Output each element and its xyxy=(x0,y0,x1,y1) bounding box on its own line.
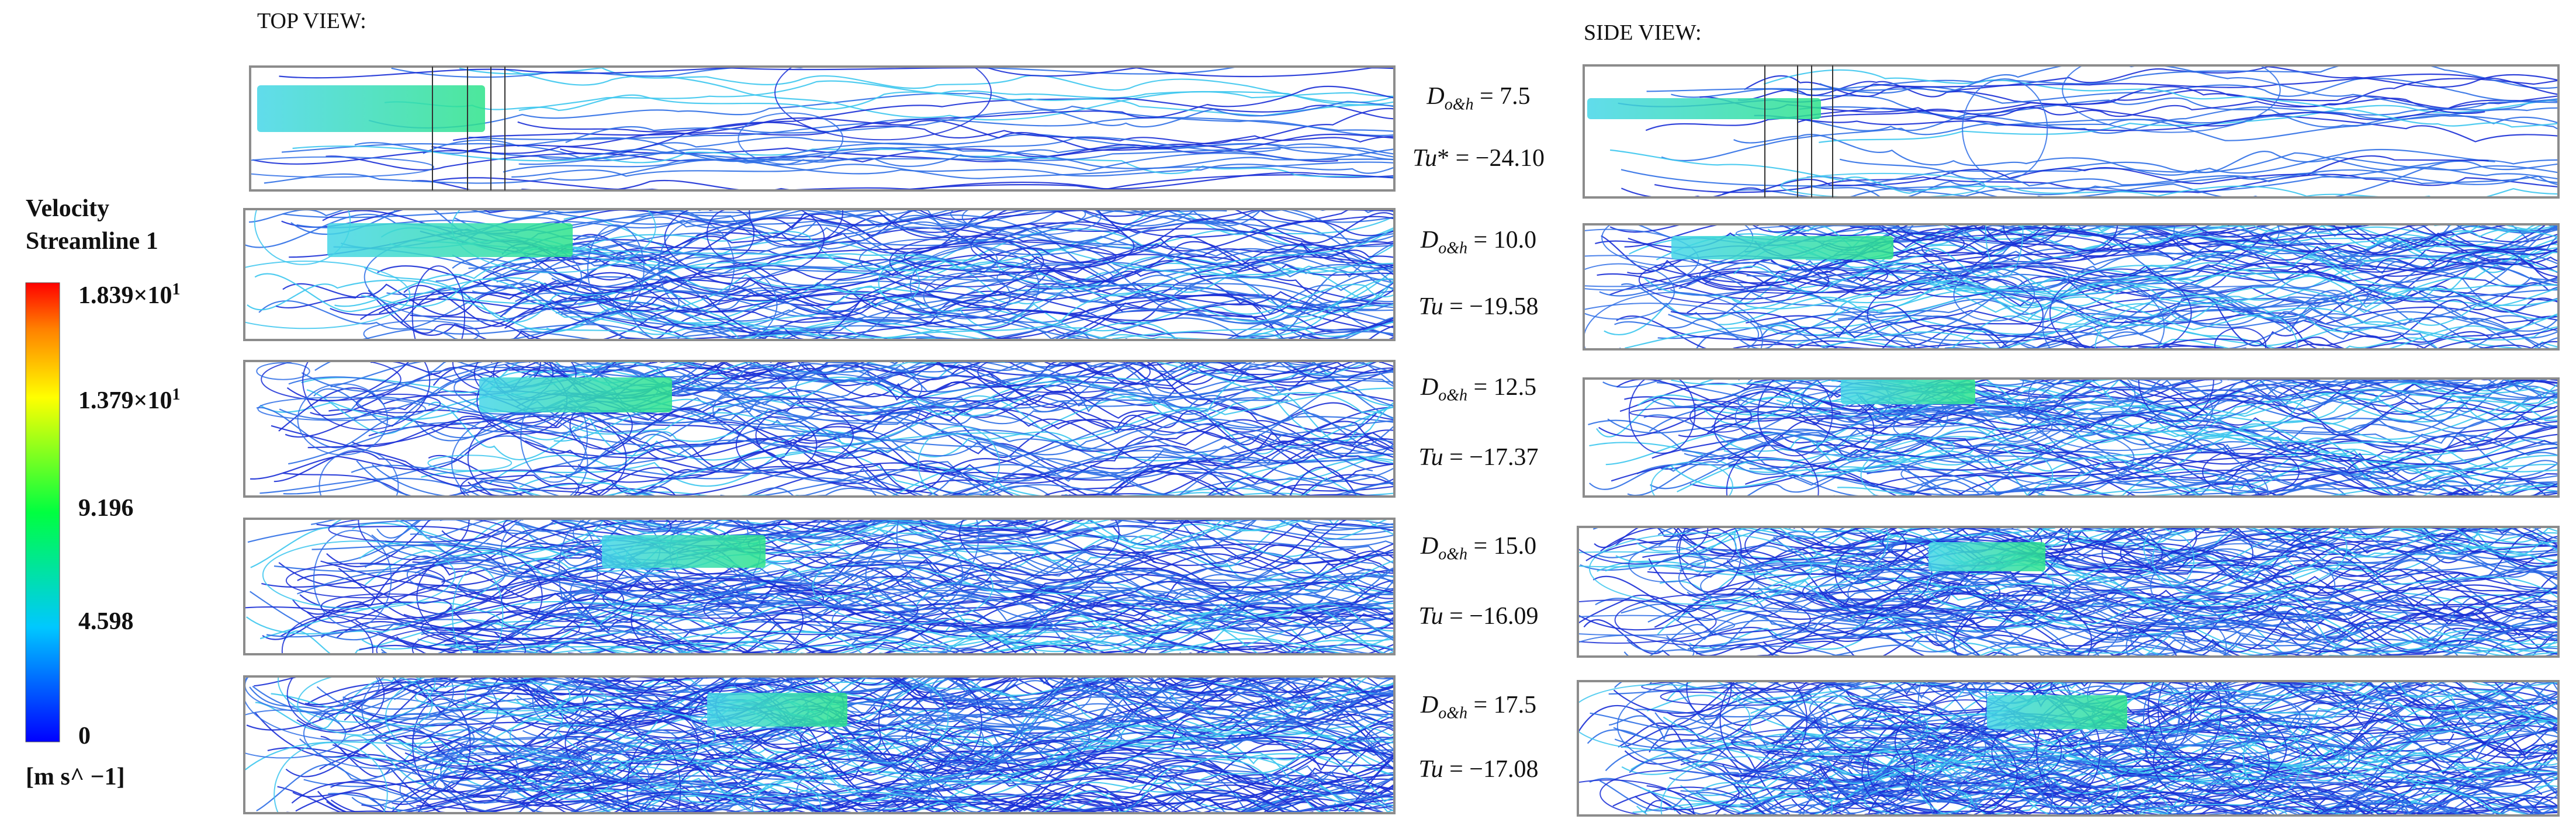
case-2-d-label: Do&h = 12.5 xyxy=(1391,373,1566,410)
legend-tick-base: 10 xyxy=(147,282,172,309)
side-view-panel-1 xyxy=(1583,223,2560,350)
d-value: = 17.5 xyxy=(1467,692,1537,719)
case-4-tu-label: Tu = −17.08 xyxy=(1391,755,1566,784)
legend-tick-mantissa: 9.196 xyxy=(78,495,134,522)
legend-tick-mantissa: 1.379 xyxy=(78,387,134,414)
legend-title-line1: Velocity xyxy=(26,195,110,222)
side-view-panel-4 xyxy=(1577,680,2560,817)
top-view-panel-3 xyxy=(243,518,1396,655)
d-value: = 12.5 xyxy=(1467,374,1537,401)
tu-symbol: Tu xyxy=(1418,603,1443,630)
case-0-tu-label: Tu* = −24.10 xyxy=(1391,144,1566,173)
legend-tick-times: × xyxy=(133,387,148,414)
case-0-d-label: Do&h = 7.5 xyxy=(1391,82,1566,119)
panels-layer xyxy=(243,64,2560,817)
d-value: = 7.5 xyxy=(1473,83,1531,110)
d-subscript: o&h xyxy=(1438,704,1467,723)
tu-symbol: Tu xyxy=(1418,444,1443,471)
top-view-title: TOP VIEW: xyxy=(257,9,366,33)
d-subscript: o&h xyxy=(1438,386,1467,405)
d-symbol: D xyxy=(1420,692,1439,719)
case-3-d-label: Do&h = 15.0 xyxy=(1391,532,1566,569)
legend-tick-exponent: 1 xyxy=(172,386,181,404)
d-value: = 15.0 xyxy=(1467,533,1537,560)
side-view-panel-0 xyxy=(1583,64,2560,199)
legend-tick-times: × xyxy=(133,282,148,309)
d-subscript: o&h xyxy=(1444,95,1474,114)
d-symbol: D xyxy=(1420,227,1439,254)
d-symbol: D xyxy=(1427,83,1445,110)
legend-tick-3: 4.598 xyxy=(78,608,134,636)
tu-value: = −16.09 xyxy=(1443,603,1539,630)
tu-value: = −17.37 xyxy=(1443,444,1539,471)
legend-title-line2: Streamline 1 xyxy=(26,228,158,255)
d-value: = 10.0 xyxy=(1467,227,1537,254)
case-1-d-label: Do&h = 10.0 xyxy=(1391,225,1566,263)
legend-tick-base: 10 xyxy=(147,387,172,414)
case-2-tu-label: Tu = −17.37 xyxy=(1391,443,1566,472)
tu-symbol: Tu xyxy=(1412,145,1438,172)
case-1-tu-label: Tu = −19.58 xyxy=(1391,292,1566,321)
case-4-d-label: Do&h = 17.5 xyxy=(1391,690,1566,728)
legend-tick-mantissa: 0 xyxy=(78,723,91,749)
tu-star: * xyxy=(1437,145,1450,172)
d-symbol: D xyxy=(1420,533,1439,560)
legend-unit: [m s^ −1] xyxy=(26,763,125,790)
d-symbol: D xyxy=(1420,374,1439,401)
tu-value: = −24.10 xyxy=(1449,145,1545,172)
d-subscript: o&h xyxy=(1438,545,1467,564)
side-view-title: SIDE VIEW: xyxy=(1584,20,1702,45)
top-view-panel-0 xyxy=(249,65,1396,192)
legend-tick-2: 9.196 xyxy=(78,494,134,522)
legend-tick-exponent: 1 xyxy=(172,280,181,299)
tu-symbol: Tu xyxy=(1418,756,1443,783)
legend-tick-mantissa: 1.839 xyxy=(78,282,134,309)
d-subscript: o&h xyxy=(1438,239,1467,258)
tu-symbol: Tu xyxy=(1418,293,1443,320)
top-view-panel-1 xyxy=(243,208,1396,341)
legend-color-bar xyxy=(25,282,60,742)
case-3-tu-label: Tu = −16.09 xyxy=(1391,602,1566,631)
top-view-panel-2 xyxy=(243,360,1396,498)
side-view-panel-3 xyxy=(1577,526,2560,658)
legend-tick-1: 1.379×101 xyxy=(78,381,180,415)
side-view-panel-2 xyxy=(1583,377,2560,498)
top-view-panel-4 xyxy=(243,675,1396,814)
tu-value: = −17.08 xyxy=(1443,756,1539,783)
legend-tick-0: 1.839×101 xyxy=(78,276,180,310)
legend-tick-4: 0 xyxy=(78,722,91,750)
tu-value: = −19.58 xyxy=(1443,293,1539,320)
legend-tick-mantissa: 4.598 xyxy=(78,608,134,635)
